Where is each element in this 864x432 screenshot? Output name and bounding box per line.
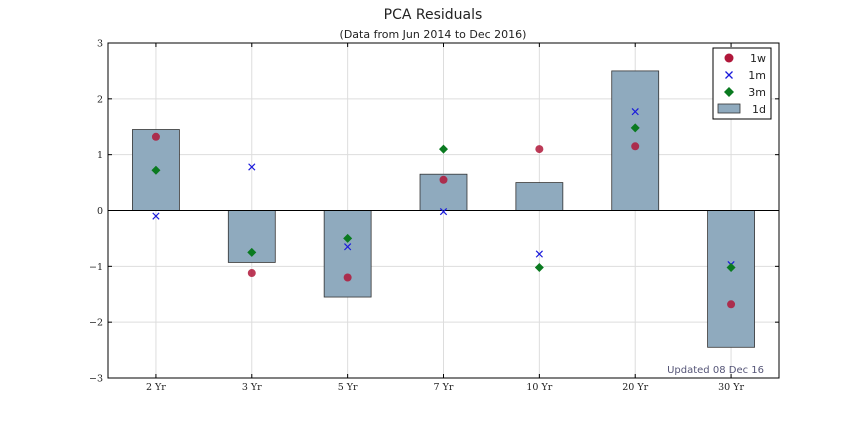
marker-3m-5 — [630, 123, 640, 133]
x-tick-label-0: 2 Yr — [146, 382, 166, 393]
legend-label-1d: 1d — [752, 103, 766, 116]
marker-1w-6 — [727, 300, 736, 309]
y-tick-label-1: −2 — [89, 318, 103, 329]
legend-marker-1d — [717, 103, 741, 114]
chart-subtitle: (Data from Jun 2014 to Dec 2016) — [340, 28, 527, 41]
x-tick-label-5: 20 Yr — [622, 382, 648, 393]
y-tick-label-5: 2 — [97, 94, 103, 105]
marker-1w-4 — [535, 145, 544, 154]
legend-entry-3m: 3m — [724, 86, 766, 99]
y-tick-label-3: 0 — [97, 206, 103, 217]
chart-title: PCA Residuals — [384, 7, 483, 23]
y-tick-label-6: 3 — [97, 39, 103, 50]
legend-label-1w: 1w — [750, 52, 766, 65]
y-tick-label-4: 1 — [97, 150, 103, 161]
x-tick-label-1: 3 Yr — [242, 382, 262, 393]
marker-3m-6 — [726, 262, 736, 272]
marker-1m-2 — [344, 243, 352, 251]
marker-1w-1 — [247, 269, 256, 278]
bar-1d-4 — [515, 182, 564, 211]
legend-marker-1w — [724, 53, 734, 63]
marker-3m-1 — [247, 247, 257, 257]
legend-label-1m: 1m — [748, 69, 766, 82]
legend-marker-3m — [724, 87, 734, 97]
marker-1m-5 — [631, 108, 639, 116]
marker-1w-0 — [151, 132, 160, 141]
marker-3m-4 — [534, 262, 544, 272]
marker-1m-3 — [439, 207, 448, 216]
axis-ticks: −3 −2 −1 0 1 2 3 2 Yr 3 Yr 5 Yr 7 Yr 10 Yr 20 Yr 30 Y… — [89, 39, 779, 393]
y-tick-label-2: −1 — [89, 262, 103, 273]
y-tick-label-0: −3 — [89, 374, 103, 385]
marker-3m-3 — [439, 144, 448, 154]
marker-1w-2 — [343, 273, 352, 282]
marker-3m-0 — [151, 165, 161, 175]
bars-1d — [132, 70, 755, 348]
marker-1m-4 — [535, 250, 543, 258]
x-tick-label-4: 10 Yr — [526, 382, 552, 393]
updated-annotation: Updated 08 Dec 16 — [667, 365, 764, 376]
bar-1d-5 — [611, 70, 660, 211]
marker-1w-5 — [631, 142, 640, 151]
legend: 1w 1m 3m 1d — [712, 47, 772, 120]
legend-entry-1m: 1m — [725, 69, 766, 82]
legend-entry-1d: 1d — [717, 103, 766, 116]
marker-1m-0 — [152, 212, 160, 220]
markers — [151, 108, 736, 309]
marker-1m-1 — [248, 163, 256, 171]
x-tick-label-6: 30 Yr — [718, 382, 744, 393]
marker-1w-3 — [439, 175, 448, 184]
x-tick-label-2: 5 Yr — [338, 382, 358, 393]
legend-entry-1w: 1w — [724, 52, 766, 65]
x-tick-label-3: 7 Yr — [434, 382, 454, 393]
bar-1d-2 — [323, 210, 372, 298]
marker-3m-2 — [343, 233, 353, 243]
legend-label-3m: 3m — [748, 86, 766, 99]
bar-1d-6 — [707, 210, 755, 348]
legend-marker-1m — [725, 71, 733, 79]
